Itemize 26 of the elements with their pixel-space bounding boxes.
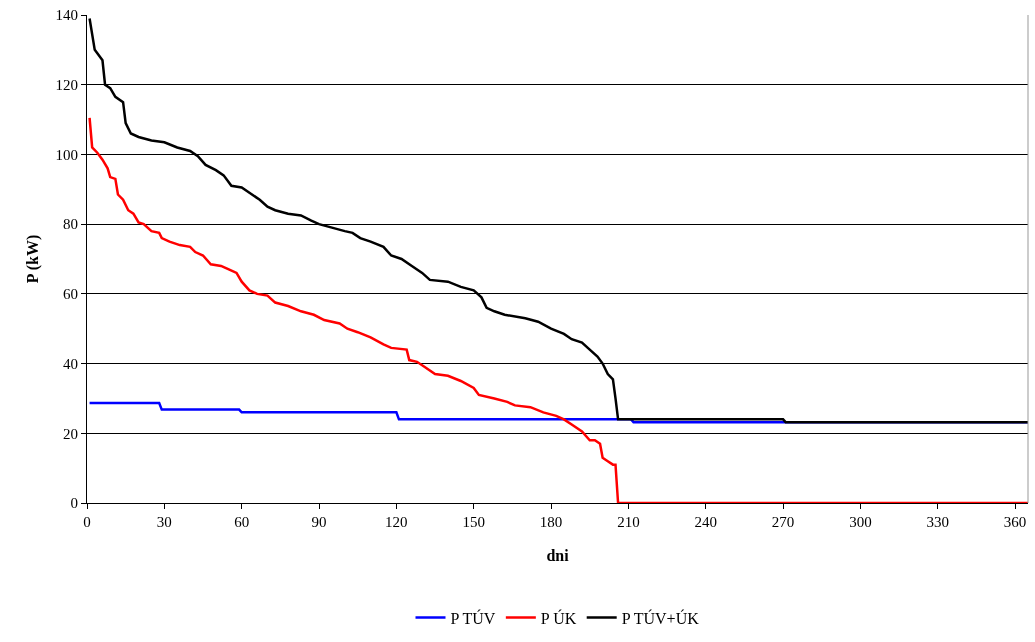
- x-tick-label: 210: [617, 514, 640, 530]
- x-tick-label: 300: [849, 514, 872, 530]
- legend-label: P TÚV+ÚK: [621, 608, 700, 627]
- x-tick-label: 60: [234, 514, 250, 530]
- y-tick-label: 140: [55, 7, 78, 24]
- y-tick-label: 80: [63, 216, 78, 233]
- x-tick-label: 330: [926, 514, 950, 530]
- y-axis-title: P (kW): [24, 234, 43, 284]
- y-tick-label: 60: [63, 286, 78, 303]
- legend-label: P ÚK: [540, 608, 577, 627]
- x-tick-label: 270: [771, 514, 795, 530]
- x-tick-label: 150: [462, 514, 485, 530]
- x-tick-label: 30: [156, 514, 172, 530]
- y-tick-label: 40: [63, 355, 78, 372]
- y-tick-label: 20: [63, 425, 78, 442]
- x-tick-label: 180: [539, 514, 563, 530]
- y-tick-label: 120: [55, 76, 78, 93]
- y-tick-label: 100: [55, 146, 78, 163]
- x-axis-title: dni: [546, 547, 570, 564]
- x-tick-label: 90: [311, 514, 327, 530]
- legend-label: P TÚV: [450, 608, 496, 627]
- x-tick-label: 360: [1003, 514, 1027, 530]
- x-tick-label: 0: [83, 514, 91, 530]
- y-tick-label: 0: [70, 495, 78, 512]
- x-tick-label: 120: [385, 514, 408, 530]
- x-tick-label: 240: [694, 514, 717, 530]
